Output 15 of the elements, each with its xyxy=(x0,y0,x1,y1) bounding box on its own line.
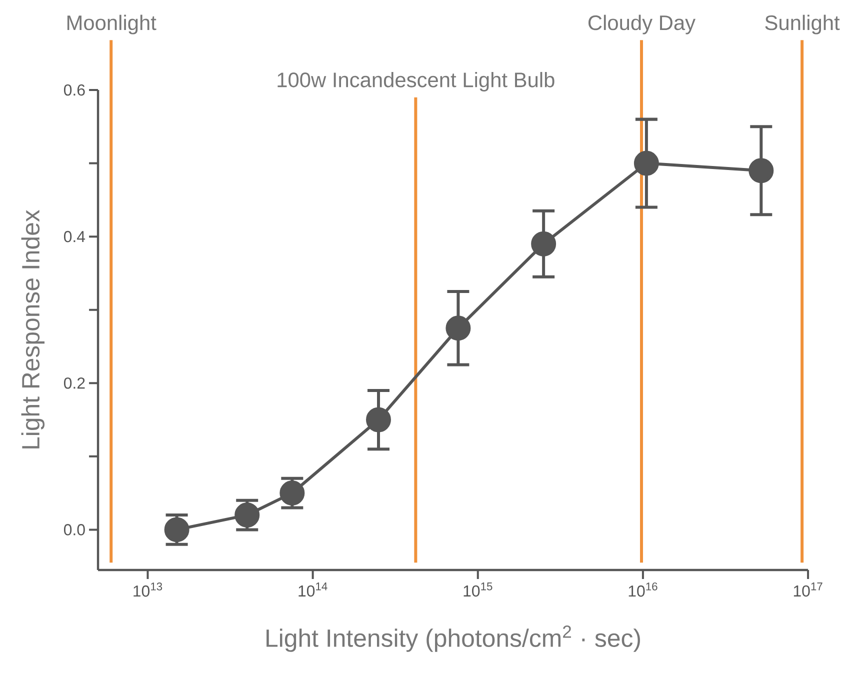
y-tick-label: 0.6 xyxy=(64,84,85,96)
y-tick-label: 0.0 xyxy=(64,524,85,536)
x-axis-title: Light Intensity (photons/cm$^{2}$ · sec) xyxy=(266,626,640,652)
x-tick-label: 10$^{16}$ xyxy=(628,582,658,597)
ref-line-label: Moonlight xyxy=(67,14,156,34)
ref-line-label: Cloudy Day xyxy=(588,14,696,34)
y-tick-label: 0.4 xyxy=(64,230,86,242)
ref-line-label: Sunlight xyxy=(765,14,840,34)
y-tick-label: 0.2 xyxy=(64,377,85,389)
y-axis-title: Light Response Index xyxy=(21,210,45,448)
x-tick-label: 10$^{13}$ xyxy=(134,582,162,597)
x-tick-label: 10$^{17}$ xyxy=(794,582,822,597)
x-tick-label: 10$^{14}$ xyxy=(298,582,328,597)
x-tick-label: 10$^{15}$ xyxy=(464,582,492,597)
ref-line-label: 100w Incandescent Light Bulb xyxy=(278,72,554,92)
